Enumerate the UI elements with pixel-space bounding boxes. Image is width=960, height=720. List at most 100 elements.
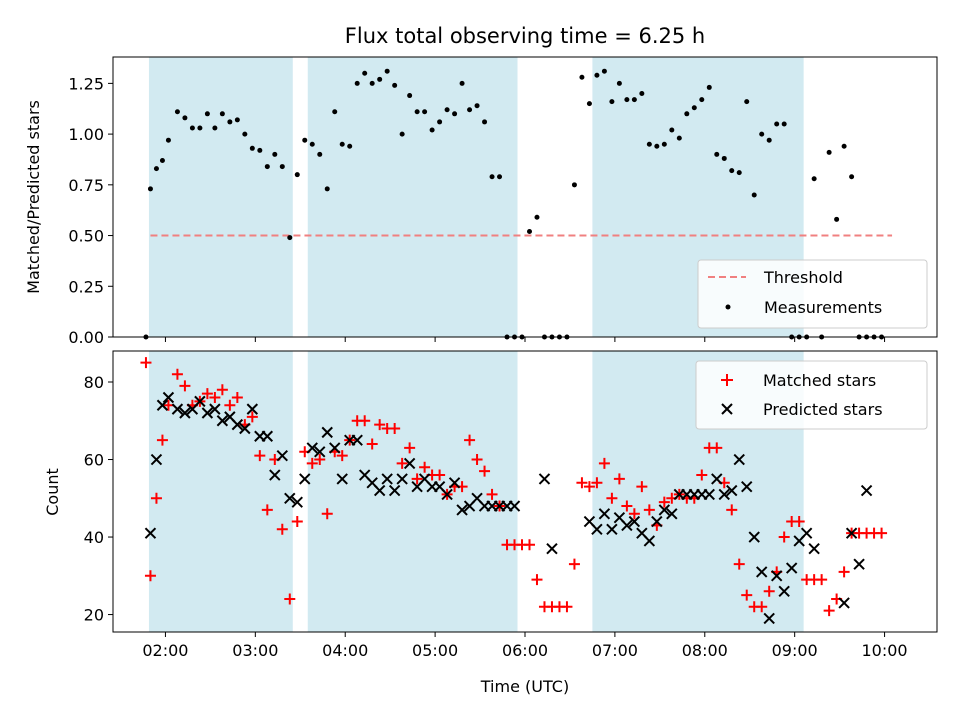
x-tick-label-7: 09:00: [772, 641, 818, 660]
x-tick-label-1: 03:00: [232, 641, 278, 660]
x-axis-label: Time (UTC): [480, 677, 569, 696]
legend-measurements-swatch: [725, 304, 731, 310]
data-point-p1-s0-46: [479, 465, 491, 477]
data-point-p1-s0-52: [523, 539, 535, 551]
data-point-p1-s1-18: [276, 449, 289, 462]
data-point-p1-s1-3: [162, 391, 175, 404]
data-point-p0-s1-15: [249, 145, 255, 151]
top-panel-y-axis-label: Matched/Predicted stars: [24, 100, 43, 294]
data-point-p1-s1-72: [733, 453, 745, 466]
top-panel-legend: Threshold Measurements: [697, 259, 928, 329]
data-point-p1-s1-70: [718, 488, 730, 501]
data-point-p1-s0-88: [793, 516, 805, 528]
data-point-p0-s1-18: [272, 151, 278, 157]
data-point-p1-s1-2: [156, 399, 169, 411]
data-point-p1-s0-45: [471, 454, 483, 466]
data-point-p0-s1-64: [616, 80, 622, 86]
y-tick-label-p1-1: 40: [84, 528, 104, 547]
data-point-p0-s1-52: [526, 228, 532, 234]
y-tick-label-p0-1: 0.25: [68, 277, 104, 296]
data-point-p1-s0-35: [396, 457, 408, 469]
data-point-p1-s0-23: [306, 457, 318, 469]
data-point-p0-s1-53: [534, 214, 540, 220]
data-point-p1-s0-0: [140, 357, 152, 369]
data-point-p0-s1-33: [384, 68, 390, 74]
data-point-p0-s1-24: [317, 151, 323, 157]
data-point-p1-s1-62: [658, 504, 671, 516]
data-point-p1-s1-50: [538, 473, 551, 485]
data-point-p0-s1-82: [751, 192, 757, 198]
data-point-p0-s1-73: [684, 111, 690, 117]
data-point-p1-s0-27: [336, 450, 348, 462]
legend-predicted-label: Predicted stars: [763, 400, 883, 419]
y-tick-label-p1-3: 80: [84, 373, 104, 392]
data-point-p1-s0-53: [531, 574, 543, 586]
data-point-p1-s0-61: [591, 477, 603, 489]
data-point-p1-s0-20: [284, 593, 296, 605]
data-point-p0-s1-12: [227, 119, 233, 125]
data-point-p1-s0-17: [261, 504, 273, 516]
data-point-p1-s1-22: [306, 442, 318, 454]
data-point-p0-s1-38: [422, 109, 428, 115]
y-tick-label-p0-5: 1.25: [68, 74, 104, 93]
data-point-p1-s1-79: [785, 562, 798, 574]
data-point-p0-s1-21: [294, 172, 300, 178]
y-tick-label-p0-4: 1.00: [68, 125, 104, 144]
data-point-p0-s1-100: [887, 0, 892, 3]
data-point-p1-s1-75: [756, 566, 768, 578]
legend-measurements-label: Measurements: [764, 298, 882, 317]
data-point-p1-s1-31: [373, 484, 386, 497]
y-tick-label-p0-0: 0.00: [68, 328, 104, 347]
data-point-p0-s1-40: [437, 119, 443, 125]
data-point-p1-s1-54: [598, 508, 611, 520]
data-point-p1-s0-44: [464, 434, 476, 446]
data-point-p1-s1-69: [711, 473, 723, 485]
data-point-p1-s0-1: [144, 570, 156, 582]
data-point-p1-s0-81: [741, 589, 753, 601]
data-point-p0-s1-79: [729, 168, 735, 174]
data-point-p1-s0-84: [763, 585, 775, 597]
data-point-p1-s0-66: [628, 508, 640, 520]
data-point-p1-s1-76: [763, 612, 775, 625]
x-tick-label-0: 02:00: [142, 641, 188, 660]
data-point-p1-s0-94: [838, 566, 850, 578]
legend-matched-swatch: [721, 374, 733, 386]
data-point-p1-s1-35: [403, 457, 416, 470]
data-point-p1-s1-5: [179, 407, 191, 419]
data-point-p1-s1-74: [748, 531, 760, 543]
y-tick-label-p1-2: 60: [84, 451, 104, 470]
data-point-p1-s0-6: [179, 380, 191, 392]
data-point-p1-s0-5: [171, 368, 183, 380]
data-point-p1-s0-63: [606, 492, 618, 504]
data-point-p1-s0-3: [156, 434, 168, 446]
x-tick-label-2: 04:00: [322, 641, 368, 660]
x-tick-label-5: 07:00: [592, 641, 638, 660]
data-point-p0-s1-31: [369, 80, 375, 86]
data-point-p1-s0-11: [216, 384, 228, 396]
data-point-p1-s0-47: [486, 488, 498, 500]
shaded-interval-p0-0: [148, 57, 293, 337]
data-point-p0-s1-93: [834, 216, 840, 222]
data-point-p1-s1-71: [726, 484, 738, 497]
data-point-p1-s0-24: [314, 454, 326, 466]
plot-area-p0: [143, 0, 893, 340]
data-point-p0-s1-29: [354, 80, 360, 86]
data-point-p1-s1-14: [246, 403, 259, 415]
data-point-p0-s1-19: [279, 164, 285, 170]
data-point-p0-s1-46: [482, 119, 488, 125]
data-point-p1-s0-19: [276, 523, 288, 535]
data-point-p1-s1-10: [216, 415, 229, 427]
data-point-p1-s1-78: [778, 585, 790, 598]
data-point-p1-s0-36: [404, 442, 416, 454]
data-point-p1-s0-75: [696, 469, 708, 481]
plot-area-p1: [140, 357, 888, 625]
data-point-p0-s1-14: [242, 131, 248, 137]
data-point-p0-s1-70: [661, 141, 667, 147]
data-point-p0-s1-34: [392, 82, 398, 88]
data-point-p0-s1-92: [826, 149, 832, 155]
data-point-p1-s0-57: [561, 601, 573, 613]
data-point-p1-s0-34: [389, 423, 401, 435]
data-point-p1-s1-28: [351, 434, 363, 446]
data-point-p1-s1-42: [456, 504, 468, 516]
